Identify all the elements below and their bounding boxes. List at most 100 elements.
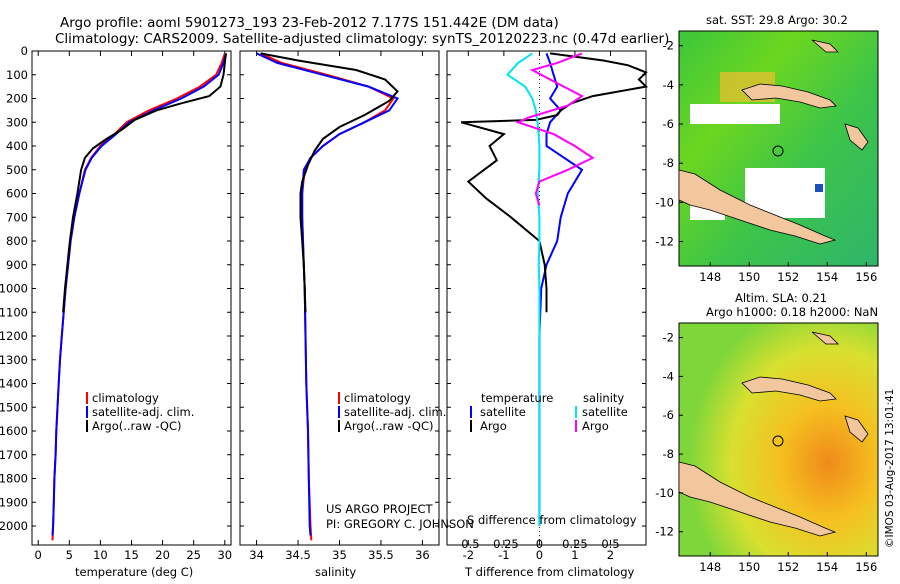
- argo-location-marker: [772, 435, 784, 447]
- x-tick-label-sal: 0.25: [562, 537, 588, 551]
- y-tick-label: 800: [6, 234, 28, 248]
- legend-label-argo: Argo(..raw -QC): [344, 419, 434, 433]
- project-label: US ARGO PROJECT: [326, 502, 434, 516]
- x-tick-label-sal: 0.5: [601, 537, 619, 551]
- legend-label-s-satellite: satellite: [582, 405, 628, 419]
- map-y-tick-label: -8: [663, 447, 674, 461]
- x-tick-label-sal: -0.25: [489, 537, 519, 551]
- new-guinea-land: [678, 169, 837, 245]
- y-tick-label: 400: [6, 139, 28, 153]
- series-line-t-argo: [460, 52, 649, 313]
- y-tick-label: 2000: [0, 519, 28, 533]
- sst-map-title: sat. SST: 29.8 Argo: 30.2: [706, 13, 848, 27]
- y-tick-label: 200: [6, 92, 28, 106]
- y-tick-label: 1200: [0, 329, 28, 343]
- sla-map-ticks: -2 -4 -6 -8 -10 -12 148 150 152 154 156: [655, 331, 877, 574]
- difference-panel-frame: [446, 50, 647, 546]
- y-tick-label: 1500: [0, 400, 28, 414]
- x-tick-label: 25: [186, 548, 201, 562]
- legend-title-salinity: salinity: [583, 391, 624, 405]
- series-line-s-satellite: [505, 52, 541, 526]
- sst-map-ticks: -2 -4 -6 -8 -10 -12 148 150 152 154 156: [655, 39, 877, 284]
- map-y-tick-label: -12: [655, 525, 674, 539]
- map-x-tick-label: 150: [738, 270, 760, 284]
- map-x-tick-label: 156: [855, 560, 877, 574]
- x-tick-label: 30: [217, 548, 232, 562]
- x-tick-label: -2: [463, 548, 474, 562]
- new-britain-land: [741, 376, 837, 402]
- y-tick-label: 1300: [0, 353, 28, 367]
- new-ireland-land: [811, 39, 839, 53]
- y-tick-label: 300: [6, 115, 28, 129]
- legend-label-climatology: climatology: [344, 391, 411, 405]
- x-tick-label: -1: [498, 548, 509, 562]
- legend-title-temperature: temperature: [481, 391, 553, 405]
- sla-map-title1: Altim. SLA: 0.21: [735, 291, 827, 305]
- map-y-tick-label: -6: [663, 408, 674, 422]
- argo-location-marker: [772, 145, 784, 157]
- map-x-tick-label: 154: [816, 270, 838, 284]
- difference-legend: temperature salinity satellite Argo sate…: [470, 391, 628, 433]
- series-line-s-argo: [515, 52, 595, 206]
- y-tick-label: 1700: [0, 448, 28, 462]
- map-y-tick-label: -2: [663, 39, 674, 53]
- map-x-tick-label: 148: [699, 560, 721, 574]
- map-x-tick-label: 152: [777, 270, 799, 284]
- y-tick-label: 1400: [0, 377, 28, 391]
- x-tick-label: 34: [249, 548, 264, 562]
- legend-label-satellite: satellite-adj. clim.: [344, 405, 446, 419]
- map-x-tick-label: 152: [777, 560, 799, 574]
- y-tick-label: 1800: [0, 472, 28, 486]
- salinity-xlabel: salinity: [315, 565, 356, 579]
- header-line1: Argo profile: aoml 5901273_193 23-Feb-20…: [60, 15, 559, 31]
- legend-label-argo: Argo(..raw -QC): [92, 419, 182, 433]
- legend-label-climatology: climatology: [92, 391, 159, 405]
- difference-xlabel: T difference from climatology: [464, 565, 635, 579]
- bougainville-land: [844, 123, 869, 151]
- plot-layer: 0 5 10 15 20 25 300100200300400500600700800900…: [0, 44, 649, 562]
- legend-label-t-satellite: satellite: [480, 405, 526, 419]
- series-line-climatology: [260, 52, 395, 541]
- sla-map-title2: Argo h1000: 0.18 h2000: NaN: [706, 305, 878, 319]
- salinity-legend: climatology satellite-adj. clim. Argo(..…: [338, 391, 446, 433]
- series-line-t-satellite: [538, 53, 584, 526]
- header-line2: Climatology: CARS2009. Satellite-adjuste…: [55, 31, 669, 47]
- x-tick-label: 35: [332, 548, 347, 562]
- x-tick-label: 0: [35, 548, 42, 562]
- imos-watermark: ©IMOS 03-Aug-2017 13:01:41: [884, 389, 896, 548]
- map-x-tick-label: 148: [699, 270, 721, 284]
- sla-map: Altim. SLA: 0.21 Argo h1000: 0.18 h2000:…: [655, 291, 879, 574]
- temperature-xlabel: temperature (deg C): [75, 565, 193, 579]
- series-line-satellite-adj-clim: [256, 52, 400, 536]
- x-tick-label: 10: [93, 548, 108, 562]
- sst-map: sat. SST: 29.8 Argo: 30.2 -2 -4 -6 -8 -10 -12…: [655, 13, 879, 284]
- bougainville-land: [844, 415, 869, 443]
- x-tick-label: 0: [536, 548, 543, 562]
- y-tick-label: 500: [6, 163, 28, 177]
- sst-blue-patch: [815, 184, 823, 192]
- y-tick-label: 1600: [0, 424, 28, 438]
- y-tick-label: 1100: [0, 305, 28, 319]
- y-tick-label: 100: [6, 68, 28, 82]
- map-y-tick-label: -10: [655, 486, 674, 500]
- new-britain-land: [741, 83, 837, 109]
- pi-label: PI: GREGORY C. JOHNSON: [326, 517, 474, 531]
- map-y-tick-label: -12: [655, 235, 674, 249]
- x-tick-label: 34.5: [285, 548, 311, 562]
- temperature-legend: climatology satellite-adj. clim. Argo(..…: [86, 391, 194, 433]
- salinity-panel-frame: [239, 50, 440, 546]
- legend-label-t-argo: Argo: [480, 419, 507, 433]
- series-line-satellite-adj-clim: [51, 53, 227, 536]
- series-line-climatology: [51, 53, 226, 541]
- y-tick-label: 700: [6, 210, 28, 224]
- new-guinea-land: [678, 461, 837, 537]
- sst-cloud-patch: [690, 104, 780, 124]
- new-ireland-land: [811, 331, 839, 345]
- map-x-tick-label: 156: [855, 270, 877, 284]
- temperature-panel-frame: [31, 50, 232, 546]
- x-tick-label: 5: [66, 548, 73, 562]
- x-tick-label: 35.5: [368, 548, 394, 562]
- map-x-tick-label: 150: [738, 560, 760, 574]
- map-y-tick-label: -10: [655, 195, 674, 209]
